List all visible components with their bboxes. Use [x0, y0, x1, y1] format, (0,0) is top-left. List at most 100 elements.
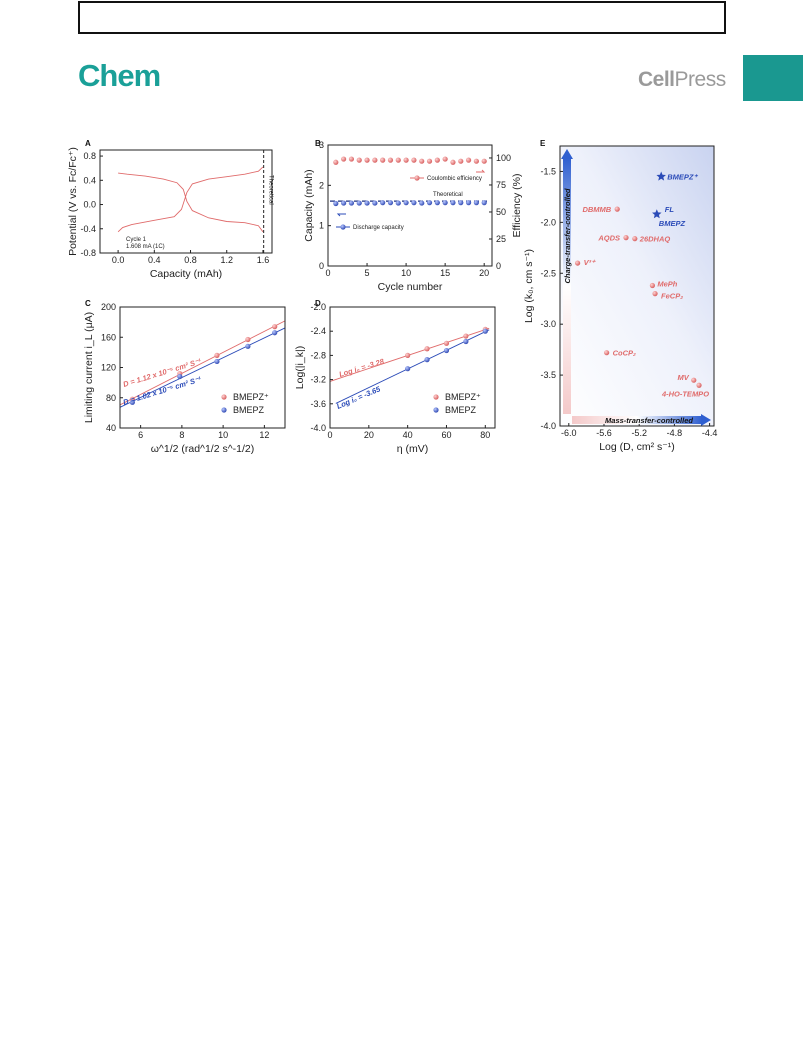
- panel-b-point-efficiency: [372, 157, 378, 163]
- panel-e-point: [649, 282, 656, 289]
- panel-b-xlabel: Cycle number: [378, 281, 443, 293]
- panel-e-x-tick-label: -4.4: [702, 428, 718, 438]
- panel-a-x-tick-label: 0.8: [184, 255, 197, 265]
- panel-b-point-capacity: [450, 200, 456, 206]
- panel-d-legend-marker-blue: [433, 407, 439, 413]
- panel-e-vertical-label: Charge-transfer-controlled: [563, 188, 572, 283]
- panel-d-y-tick-label: -3.2: [310, 375, 326, 385]
- panel-e-point: [691, 377, 697, 383]
- panel-b-point-efficiency: [387, 157, 394, 163]
- panel-d-legend-marker-red: [433, 394, 439, 400]
- panel-b-point-efficiency: [458, 158, 464, 164]
- panel-c-x-tick-label: 8: [179, 430, 184, 440]
- panel-b-legend-dc-marker: [340, 224, 346, 230]
- panel-d-fit-red: Log i₀ = -3.28: [338, 356, 386, 378]
- panel-b-point-efficiency: [434, 157, 440, 163]
- panel-c-point: [272, 330, 278, 336]
- panel-d-legend-blue: BMEPZ: [445, 405, 477, 415]
- panel-c-point: [214, 352, 220, 358]
- panel-a-y-tick-label: 0.0: [83, 200, 96, 210]
- panel-e-xlabel: Log (D, cm² s⁻¹): [599, 441, 675, 453]
- panel-e-point-label: BMEPZ⁺: [667, 173, 698, 182]
- panel-b-yr-tick-label: 25: [496, 234, 506, 244]
- panel-e-x-tick-label: -4.8: [667, 428, 683, 438]
- panel-b-point-capacity: [458, 200, 464, 206]
- panel-c: C 6 8 10 12 40 80 120 160 200 ω^1/2 (rad^1/2 s^-1/…: [83, 299, 286, 455]
- panel-e-star-marker: [656, 171, 666, 181]
- panel-e-frame: [559, 145, 715, 427]
- panel-e-point-label: MePh: [657, 279, 677, 288]
- panel-e-point-label: 4-HO-TEMPO: [661, 389, 709, 398]
- panel-b-point-capacity: [380, 200, 386, 206]
- panel-e-horizontal-arrowhead: [701, 414, 711, 426]
- panel-b-point-efficiency: [348, 156, 355, 162]
- panel-c-fit-line: [119, 327, 286, 408]
- publisher-rest: Press: [674, 68, 727, 91]
- panel-e-label: E: [540, 139, 546, 148]
- panel-e-point: [696, 382, 702, 388]
- panel-c-point: [214, 358, 220, 365]
- panel-e-y-tick-label: -2.0: [540, 217, 556, 227]
- panel-d-legend-red: BMEPZ⁺: [445, 392, 481, 402]
- panel-b-x-tick-label: 20: [479, 268, 489, 278]
- panel-a-theoretical-label: Theoretical: [268, 175, 274, 205]
- panel-e-horizontal-arrow: [572, 416, 702, 424]
- panel-d-fit-blue: Log i₀ = -3.65: [335, 384, 382, 411]
- panel-b-yr-tick-label: 75: [496, 180, 506, 190]
- panel-e-background: [560, 146, 714, 426]
- panel-d-y-tick-label: -4.0: [310, 423, 326, 433]
- panel-e-point: [614, 206, 620, 212]
- panel-c-y-tick-label: 120: [101, 363, 116, 373]
- panel-b-yr-tick-label: 100: [496, 153, 511, 163]
- panel-b-point-efficiency: [341, 156, 347, 162]
- panel-b-legend-ce-marker: [414, 175, 420, 181]
- panel-b-point-efficiency: [465, 157, 472, 163]
- panel-c-fit-line: [119, 320, 286, 406]
- panel-b-point-capacity: [348, 200, 355, 206]
- panel-a-x-tick-label: 0.4: [148, 255, 161, 265]
- panel-b-yl-tick-label: 3: [319, 140, 324, 150]
- panel-b-yl-tick-label: 1: [319, 221, 324, 231]
- panel-b-point-capacity: [473, 200, 479, 206]
- panel-a-x-tick-label: 1.2: [220, 255, 233, 265]
- panel-b-label: B: [315, 139, 321, 148]
- panel-b-point-efficiency: [473, 158, 479, 164]
- panel-c-frame: [119, 306, 286, 429]
- panel-c-xlabel: ω^1/2 (rad^1/2 s^-1/2): [151, 443, 255, 455]
- panel-e-x-tick-label: -6.0: [561, 428, 577, 438]
- panel-c-point: [245, 343, 251, 349]
- panel-b-point-capacity: [364, 200, 370, 206]
- panel-b-point-capacity: [395, 200, 401, 206]
- panel-b-point-efficiency: [411, 157, 417, 163]
- publisher-logo: CellPress: [638, 68, 726, 92]
- panel-e-point-label: 26DHAQ: [639, 235, 671, 244]
- panel-d-x-tick-label: 60: [441, 430, 451, 440]
- panel-d-point: [424, 346, 430, 352]
- panel-e-point: [604, 350, 610, 356]
- panel-d-point: [405, 366, 411, 372]
- panel-a-ylabel: Potential (V vs. Fc/Fc⁺): [67, 147, 79, 256]
- panel-e-point: [632, 236, 638, 242]
- panel-c-legend-red: BMEPZ⁺: [233, 392, 269, 402]
- panel-e-point-label: AQDS: [597, 234, 620, 243]
- panel-b-point-efficiency: [395, 157, 401, 163]
- panel-d-label: D: [315, 299, 321, 308]
- panel-b-point-efficiency: [380, 157, 386, 163]
- panel-a-y-tick-label: -0.4: [80, 224, 96, 234]
- panel-c-point: [177, 373, 183, 380]
- panel-c-legend-blue: BMEPZ: [233, 405, 265, 415]
- panel-b-yr-tick-label: 0: [496, 261, 501, 271]
- panel-d-point: [463, 338, 469, 345]
- panel-a-discharge-line: [117, 166, 264, 233]
- panel-b-legend-dc: Discharge capacity: [353, 225, 404, 231]
- panel-b-legend-ce: Coulombic efficiency: [427, 176, 482, 182]
- panel-b-arrow-right: [476, 169, 486, 173]
- panel-b-point-efficiency: [442, 156, 448, 162]
- panel-b-arrow-left: [336, 213, 346, 217]
- panel-b-point-capacity: [419, 200, 425, 206]
- panel-d-y-tick-label: -2.8: [310, 350, 326, 360]
- panel-e-y-tick-label: -1.5: [540, 166, 556, 176]
- panel-d-y-tick-label: -3.6: [310, 399, 326, 409]
- header-frame: [78, 1, 726, 34]
- panel-e-vertical-arrowhead: [561, 149, 573, 159]
